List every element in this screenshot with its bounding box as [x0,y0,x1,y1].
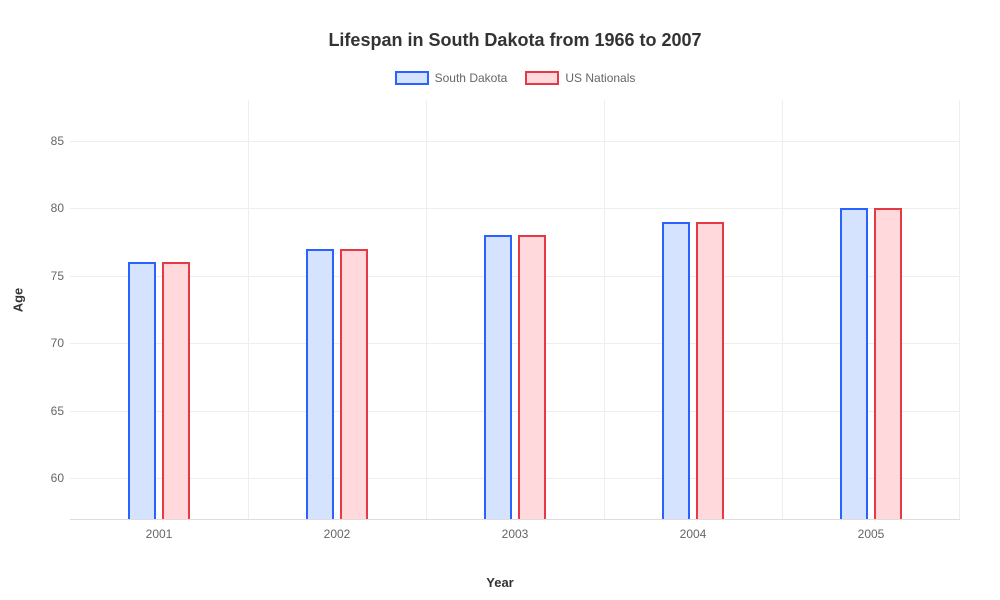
x-axis-label: Year [486,575,513,590]
x-tick-label: 2005 [858,527,885,541]
v-gridline [604,100,605,519]
y-tick-label: 70 [40,336,64,350]
x-tick-label: 2002 [324,527,351,541]
y-tick-label: 65 [40,404,64,418]
y-tick-label: 85 [40,134,64,148]
bar-south-dakota-2003 [484,235,512,519]
y-axis-label: Age [11,288,26,313]
legend-swatch-0 [395,71,429,85]
h-gridline [70,276,960,277]
legend-item-1: US Nationals [525,71,635,85]
v-gridline [248,100,249,519]
legend-swatch-1 [525,71,559,85]
h-gridline [70,411,960,412]
y-tick-label: 60 [40,471,64,485]
bar-south-dakota-2004 [662,222,690,519]
bar-us-nationals-2002 [340,249,368,519]
x-tick-label: 2004 [680,527,707,541]
legend-item-0: South Dakota [395,71,508,85]
bar-south-dakota-2002 [306,249,334,519]
legend-label-1: US Nationals [565,71,635,85]
legend: South Dakota US Nationals [70,71,960,85]
chart-container: Lifespan in South Dakota from 1966 to 20… [0,0,1000,600]
legend-label-0: South Dakota [435,71,508,85]
h-gridline [70,478,960,479]
x-tick-label: 2001 [146,527,173,541]
bar-south-dakota-2001 [128,262,156,519]
bar-us-nationals-2004 [696,222,724,519]
bar-us-nationals-2005 [874,208,902,519]
chart-title: Lifespan in South Dakota from 1966 to 20… [70,30,960,51]
x-tick-label: 2003 [502,527,529,541]
v-gridline [959,100,960,519]
h-gridline [70,141,960,142]
bar-us-nationals-2003 [518,235,546,519]
bar-us-nationals-2001 [162,262,190,519]
y-tick-label: 80 [40,201,64,215]
v-gridline [782,100,783,519]
plot-area: 60657075808520012002200320042005 [70,100,960,520]
v-gridline [426,100,427,519]
bar-south-dakota-2005 [840,208,868,519]
h-gridline [70,343,960,344]
h-gridline [70,208,960,209]
y-tick-label: 75 [40,269,64,283]
